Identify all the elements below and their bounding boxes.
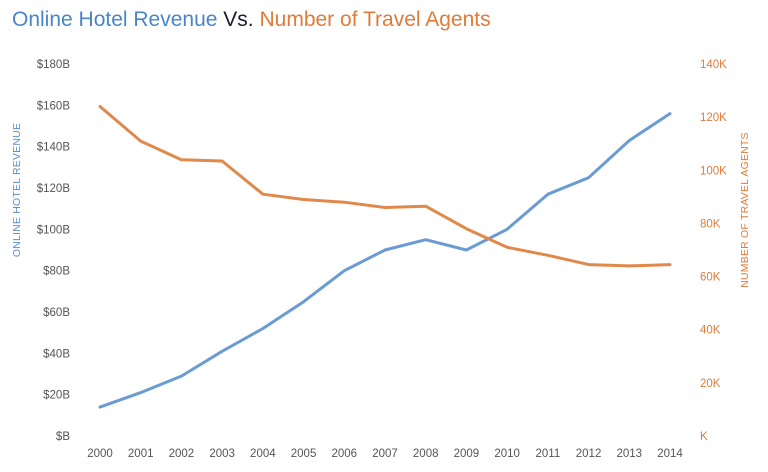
right-axis-title: NUMBER OF TRAVEL AGENTS xyxy=(739,132,751,288)
x-tick-label: 2006 xyxy=(331,448,357,460)
x-tick-label: 2001 xyxy=(128,448,154,460)
x-tick-label: 2007 xyxy=(372,448,398,460)
x-tick-label: 2013 xyxy=(616,448,642,460)
x-tick-label: 2003 xyxy=(209,448,235,460)
x-axis-ticks: 2000 2001 2002 2003 2004 2005 2006 2007 2008 2009… xyxy=(87,448,683,460)
title-vs: Vs. xyxy=(217,8,260,31)
x-tick-label: 2014 xyxy=(657,448,683,460)
left-tick-label: $100B xyxy=(37,224,71,236)
left-tick-label: $180B xyxy=(37,59,71,71)
title-revenue: Online Hotel Revenue xyxy=(12,8,218,31)
right-tick-label: 40K xyxy=(700,325,721,337)
x-tick-label: 2012 xyxy=(576,448,602,460)
x-tick-label: 2011 xyxy=(535,448,560,460)
title-agents: Number of Travel Agents xyxy=(259,8,491,31)
left-tick-label: $140B xyxy=(37,142,71,154)
right-tick-label: K xyxy=(700,431,708,443)
x-tick-label: 2002 xyxy=(169,448,195,460)
x-tick-label: 2000 xyxy=(87,448,113,460)
x-tick-label: 2010 xyxy=(494,448,520,460)
left-tick-label: $B xyxy=(56,431,70,443)
x-tick-label: 2009 xyxy=(454,448,480,460)
right-tick-label: 20K xyxy=(700,378,721,390)
left-tick-label: $20B xyxy=(43,390,70,402)
series-lines xyxy=(98,105,672,409)
right-tick-label: 80K xyxy=(700,218,721,230)
left-tick-label: $160B xyxy=(37,100,71,112)
right-axis-ticks: K 20K 40K 60K 80K 100K 120K 140K xyxy=(700,59,727,443)
left-tick-label: $120B xyxy=(37,183,71,195)
left-tick-label: $40B xyxy=(43,348,70,360)
chart-title: Online Hotel Revenue Vs. Number of Trave… xyxy=(12,8,491,32)
right-tick-label: 120K xyxy=(700,112,727,124)
x-tick-label: 2008 xyxy=(413,448,439,460)
revenue-series-line xyxy=(98,112,672,409)
x-tick-label: 2004 xyxy=(250,448,276,460)
x-tick-label: 2005 xyxy=(291,448,317,460)
left-axis-title: ONLINE HOTEL REVENUE xyxy=(11,123,23,257)
right-tick-label: 140K xyxy=(700,59,727,71)
right-tick-label: 100K xyxy=(700,165,727,177)
left-axis-ticks: $B $20B $40B $60B $80B $100B $120B $140B $160B $1… xyxy=(37,59,71,443)
left-tick-label: $60B xyxy=(43,307,70,319)
right-tick-label: 60K xyxy=(700,272,721,284)
left-tick-label: $80B xyxy=(43,266,70,278)
agents-series-line xyxy=(98,105,672,268)
